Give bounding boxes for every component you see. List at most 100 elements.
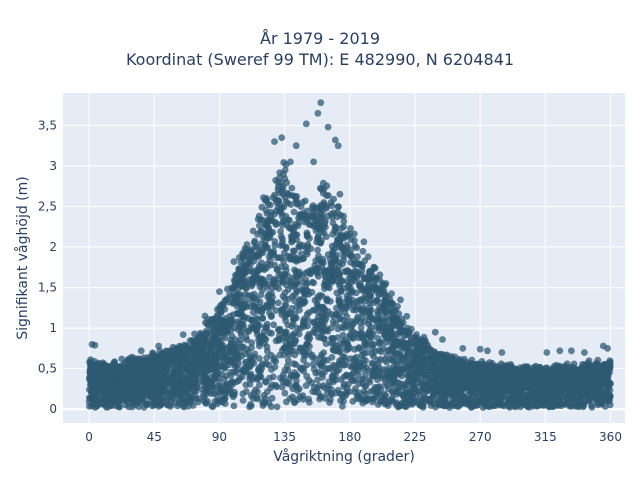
data-point xyxy=(272,337,280,345)
data-point xyxy=(383,352,391,360)
data-point xyxy=(393,399,401,406)
data-point xyxy=(198,343,205,351)
data-point xyxy=(412,383,419,390)
data-point xyxy=(216,329,223,336)
data-point xyxy=(231,354,239,362)
data-point xyxy=(338,391,345,399)
data-point xyxy=(192,336,200,344)
data-point xyxy=(258,203,266,211)
data-point xyxy=(130,368,137,376)
data-point xyxy=(245,276,253,283)
data-point xyxy=(383,326,390,334)
data-point xyxy=(393,350,401,358)
chart-title-line-1: År 1979 - 2019 xyxy=(260,29,380,48)
data-point xyxy=(378,320,386,327)
data-point xyxy=(336,315,343,323)
data-point xyxy=(256,381,263,389)
data-point xyxy=(170,371,178,379)
data-point xyxy=(291,336,299,344)
data-point xyxy=(224,351,232,359)
data-point xyxy=(371,363,379,371)
data-point xyxy=(252,386,259,394)
data-point xyxy=(268,394,276,402)
data-point xyxy=(330,378,337,386)
data-point xyxy=(233,281,240,289)
data-point xyxy=(301,315,308,323)
data-point xyxy=(158,387,166,395)
data-point xyxy=(238,321,246,328)
data-point xyxy=(109,384,116,392)
data-point xyxy=(585,396,593,404)
data-point xyxy=(298,271,306,279)
data-point xyxy=(416,357,424,365)
data-point xyxy=(294,324,302,332)
data-point xyxy=(284,357,292,364)
data-point xyxy=(278,307,286,315)
data-point xyxy=(361,308,369,316)
data-point xyxy=(249,268,257,276)
data-point xyxy=(246,403,253,411)
data-point xyxy=(556,396,564,404)
data-point xyxy=(503,361,510,369)
data-point xyxy=(518,382,526,390)
data-point xyxy=(367,306,375,314)
data-point xyxy=(379,344,387,352)
data-point xyxy=(404,389,412,397)
data-point xyxy=(100,400,108,407)
data-point xyxy=(247,370,255,378)
data-point xyxy=(229,311,237,319)
data-point xyxy=(369,372,377,380)
data-point xyxy=(496,391,503,399)
data-point xyxy=(238,343,246,351)
data-point xyxy=(346,230,354,238)
data-point xyxy=(249,227,257,235)
data-point xyxy=(381,374,389,382)
data-point xyxy=(486,366,493,374)
data-point xyxy=(137,395,145,402)
data-point xyxy=(347,259,354,266)
data-point xyxy=(290,208,298,216)
data-point xyxy=(388,338,395,346)
data-point xyxy=(376,303,384,311)
data-point xyxy=(340,338,347,345)
data-point xyxy=(235,310,243,317)
data-point xyxy=(346,344,353,351)
data-points xyxy=(85,99,614,411)
data-point xyxy=(287,372,295,379)
data-point xyxy=(298,278,306,286)
data-point xyxy=(249,324,257,332)
data-point xyxy=(213,313,221,321)
data-point xyxy=(349,398,357,405)
data-point xyxy=(312,217,319,225)
data-point xyxy=(374,297,382,305)
data-point xyxy=(345,287,353,295)
data-point xyxy=(403,312,411,320)
data-point xyxy=(277,228,284,235)
data-point xyxy=(334,203,342,211)
data-point xyxy=(248,344,255,352)
data-point xyxy=(346,388,353,395)
data-point xyxy=(250,239,258,247)
data-point xyxy=(548,374,556,382)
data-point xyxy=(320,356,328,364)
data-point xyxy=(227,368,235,376)
data-point xyxy=(280,249,288,257)
data-point xyxy=(273,254,281,262)
data-point xyxy=(195,395,203,402)
data-point xyxy=(256,222,263,230)
data-point xyxy=(263,354,271,362)
data-point xyxy=(324,385,332,393)
data-point xyxy=(399,383,407,391)
data-point xyxy=(368,288,376,296)
data-point xyxy=(318,228,326,236)
data-point xyxy=(190,355,198,363)
data-point xyxy=(183,344,191,352)
data-point xyxy=(242,246,250,254)
data-point xyxy=(212,322,219,330)
data-point xyxy=(304,268,312,276)
data-point xyxy=(332,347,339,355)
data-point xyxy=(184,384,192,392)
data-point xyxy=(118,371,126,378)
data-point xyxy=(344,267,351,274)
data-point xyxy=(233,369,240,376)
